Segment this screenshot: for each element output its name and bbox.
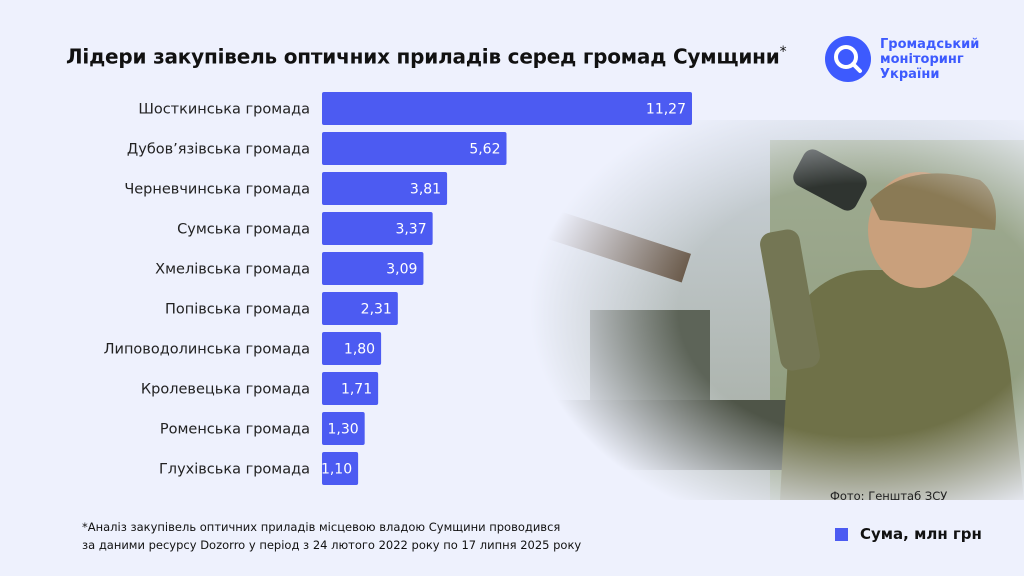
value-label-2: 3,81 xyxy=(410,182,441,198)
category-label-6: Липоводолинська громада xyxy=(104,342,310,358)
category-label-4: Хмелівська громада xyxy=(155,262,310,278)
footnote: *Аналіз закупівель оптичних приладів міс… xyxy=(82,518,581,554)
footnote-line-1: *Аналіз закупівель оптичних приладів міс… xyxy=(82,520,561,534)
value-label-7: 1,71 xyxy=(341,382,372,398)
value-label-8: 1,30 xyxy=(328,422,359,438)
logo-line-2: моніторинг xyxy=(880,51,964,67)
bar-3 xyxy=(322,212,433,245)
chart-title-footnote-mark: * xyxy=(779,44,787,60)
value-label-9: 1,10 xyxy=(321,462,352,478)
value-label-0: 11,27 xyxy=(646,102,686,118)
photo-credit: Фото: Генштаб ЗСУ xyxy=(830,489,948,503)
logo-text: Громадський моніторинг України xyxy=(880,37,979,82)
legend-label: Сума, млн грн xyxy=(860,525,982,543)
bar-6 xyxy=(322,332,382,365)
logo: Громадський моніторинг України xyxy=(824,35,979,83)
bar-7 xyxy=(322,372,379,405)
value-label-4: 3,09 xyxy=(386,262,417,278)
chart-title: Лідери закупівель оптичних приладів сере… xyxy=(66,44,787,69)
bar-0 xyxy=(322,92,692,125)
value-label-1: 5,62 xyxy=(469,142,500,158)
category-label-5: Попівська громада xyxy=(165,302,310,318)
category-label-9: Глухівська громада xyxy=(159,462,310,478)
chart-title-text: Лідери закупівель оптичних приладів сере… xyxy=(66,44,780,69)
category-label-2: Черневчинська громада xyxy=(124,182,310,198)
bar-2 xyxy=(322,172,448,205)
value-label-5: 2,31 xyxy=(361,302,392,318)
magnifier-logo-icon xyxy=(825,36,871,82)
value-label-3: 3,37 xyxy=(395,222,426,238)
legend: Сума, млн грн xyxy=(835,525,982,543)
bar-5 xyxy=(322,292,398,325)
bar-8 xyxy=(322,412,365,445)
category-label-8: Роменська громада xyxy=(160,422,310,438)
footnote-line-2: за даними ресурсу Dozorro у період з 24 … xyxy=(82,538,582,552)
category-label-0: Шосткинська громада xyxy=(138,102,310,118)
bar-1 xyxy=(322,132,507,165)
bar-4 xyxy=(322,252,424,285)
category-label-1: Дубов’язівська громада xyxy=(127,142,310,158)
category-label-7: Кролевецька громада xyxy=(141,382,310,398)
value-label-6: 1,80 xyxy=(344,342,375,358)
logo-line-1: Громадський xyxy=(880,36,980,52)
category-label-3: Сумська громада xyxy=(177,222,310,238)
logo-line-3: України xyxy=(880,66,940,82)
legend-swatch xyxy=(835,527,848,541)
bar-9 xyxy=(322,452,359,485)
